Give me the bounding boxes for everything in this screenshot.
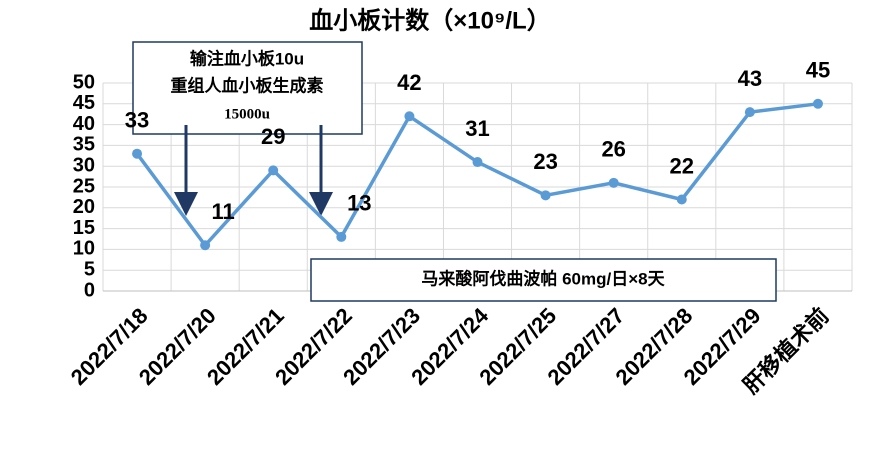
data-point bbox=[336, 231, 347, 242]
annotation-box bbox=[310, 258, 777, 302]
data-point bbox=[268, 165, 279, 176]
data-point bbox=[676, 194, 687, 205]
annotation-text: 马来酸阿伐曲波帕 60mg/日×8天 bbox=[421, 268, 665, 288]
data-label: 26 bbox=[601, 137, 625, 162]
y-tick-label: 10 bbox=[73, 238, 95, 260]
y-tick-label: 0 bbox=[84, 279, 95, 301]
data-point bbox=[200, 240, 211, 251]
y-tick-label: 45 bbox=[73, 92, 95, 114]
data-point bbox=[540, 190, 551, 201]
y-tick-label: 25 bbox=[73, 175, 95, 197]
y-tick-label: 20 bbox=[73, 196, 95, 218]
data-label: 31 bbox=[465, 116, 489, 141]
data-point bbox=[608, 177, 619, 188]
data-label: 22 bbox=[670, 153, 694, 178]
annotation-text: 输注血小板10u bbox=[190, 48, 304, 68]
y-tick-label: 15 bbox=[73, 217, 95, 239]
data-label: 43 bbox=[738, 66, 762, 91]
data-label: 45 bbox=[806, 58, 830, 83]
annotation-text: 重组人血小板生成素 bbox=[171, 75, 324, 95]
annotation-text: 15000u bbox=[224, 106, 270, 122]
data-label: 23 bbox=[533, 149, 557, 174]
data-point bbox=[812, 98, 823, 109]
annotation-box bbox=[132, 41, 363, 135]
y-tick-label: 5 bbox=[84, 258, 95, 280]
y-tick-label: 40 bbox=[73, 113, 95, 135]
data-label: 33 bbox=[125, 108, 149, 133]
y-tick-label: 35 bbox=[73, 134, 95, 156]
y-tick-label: 30 bbox=[73, 154, 95, 176]
data-point bbox=[404, 111, 415, 122]
data-label: 42 bbox=[397, 70, 421, 95]
data-label: 29 bbox=[261, 124, 285, 149]
y-tick-label: 50 bbox=[73, 71, 95, 93]
data-label: 11 bbox=[212, 199, 235, 224]
data-label: 13 bbox=[347, 191, 371, 216]
data-point bbox=[744, 107, 755, 118]
data-point bbox=[132, 148, 143, 159]
data-point bbox=[472, 157, 483, 168]
chart-title: 血小板计数（×10⁹/L） bbox=[309, 6, 550, 34]
